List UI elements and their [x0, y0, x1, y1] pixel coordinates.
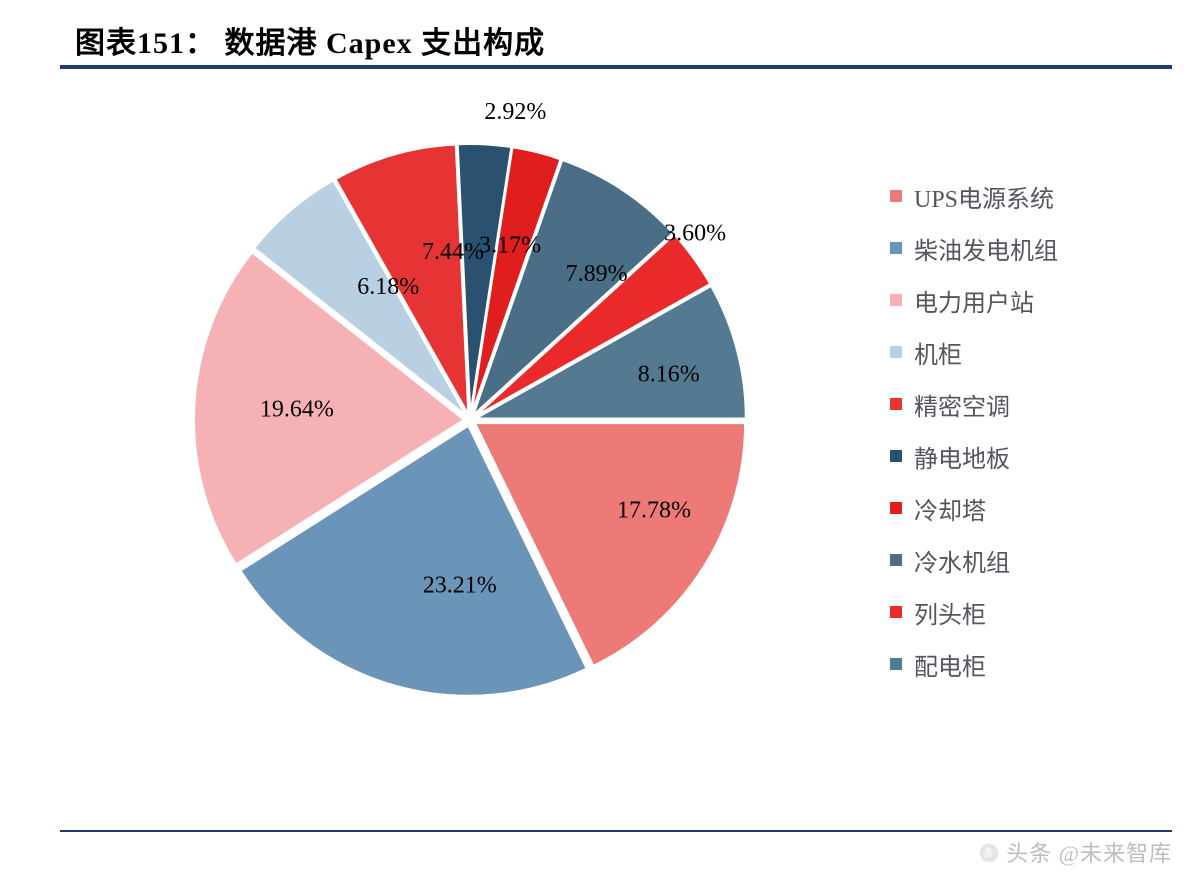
slice-label: 3.60% [664, 220, 726, 246]
chart-title: 图表151： 数据港 Capex 支出构成 [75, 18, 545, 62]
slice-label: 3.17% [479, 232, 541, 258]
slice-label: 7.44% [422, 239, 484, 265]
legend-label: 精密空调 [914, 387, 1010, 422]
legend-swatch [890, 606, 902, 618]
legend-item: 静电地板 [890, 430, 1190, 482]
slice-label: 17.78% [617, 497, 691, 523]
legend-swatch [890, 398, 902, 410]
legend-item: 电力用户站 [890, 274, 1190, 326]
legend-label: 冷却塔 [914, 491, 986, 526]
slice-label: 23.21% [423, 572, 497, 598]
legend-item: 柴油发电机组 [890, 222, 1190, 274]
svg-text:条: 条 [983, 846, 995, 860]
legend-label: 冷水机组 [914, 543, 1010, 578]
legend-swatch [890, 242, 902, 254]
legend-label: 电力用户站 [914, 283, 1034, 318]
pie-svg: 17.78%23.21%19.64%6.18%7.44%3.17%2.92%7.… [200, 150, 740, 690]
legend-label: 配电柜 [914, 647, 986, 682]
slice-label: 6.18% [357, 274, 419, 300]
legend-item: UPS电源系统 [890, 170, 1190, 222]
watermark-icon: 条 [978, 842, 1000, 864]
pie-chart: 17.78%23.21%19.64%6.18%7.44%3.17%2.92%7.… [200, 150, 740, 690]
legend-item: 冷却塔 [890, 482, 1190, 534]
watermark: 条 头条 @未来智库 [978, 836, 1172, 868]
legend-item: 精密空调 [890, 378, 1190, 430]
legend-label: 列头柜 [914, 595, 986, 630]
watermark-text: 头条 @未来智库 [1006, 841, 1172, 866]
legend-label: 柴油发电机组 [914, 231, 1058, 266]
legend-label: UPS电源系统 [914, 179, 1054, 214]
legend-label: 静电地板 [914, 439, 1010, 474]
chart-area: 17.78% 23.21% 19.64% 6.18%7.44%3.17% 2.92% 7.… [60, 90, 1160, 810]
legend-swatch [890, 658, 902, 670]
legend-label: 机柜 [914, 335, 962, 370]
title-underline [60, 65, 1172, 69]
legend: UPS电源系统柴油发电机组电力用户站机柜精密空调静电地板冷却塔冷水机组列头柜配电… [890, 170, 1190, 690]
legend-item: 冷水机组 [890, 534, 1190, 586]
legend-swatch [890, 450, 902, 462]
legend-swatch [890, 554, 902, 566]
legend-item: 机柜 [890, 326, 1190, 378]
legend-swatch [890, 294, 902, 306]
slice-label: 2.92% [484, 99, 546, 125]
chart-container: 图表151： 数据港 Capex 支出构成 17.78% 23.21% 19.64%… [0, 0, 1192, 876]
legend-item: 配电柜 [890, 638, 1190, 690]
legend-swatch [890, 346, 902, 358]
slice-label: 19.64% [260, 397, 334, 423]
legend-swatch [890, 502, 902, 514]
slice-label: 8.16% [638, 362, 700, 388]
bottom-rule [60, 830, 1172, 832]
legend-swatch [890, 190, 902, 202]
legend-item: 列头柜 [890, 586, 1190, 638]
slice-label: 7.89% [566, 261, 628, 287]
